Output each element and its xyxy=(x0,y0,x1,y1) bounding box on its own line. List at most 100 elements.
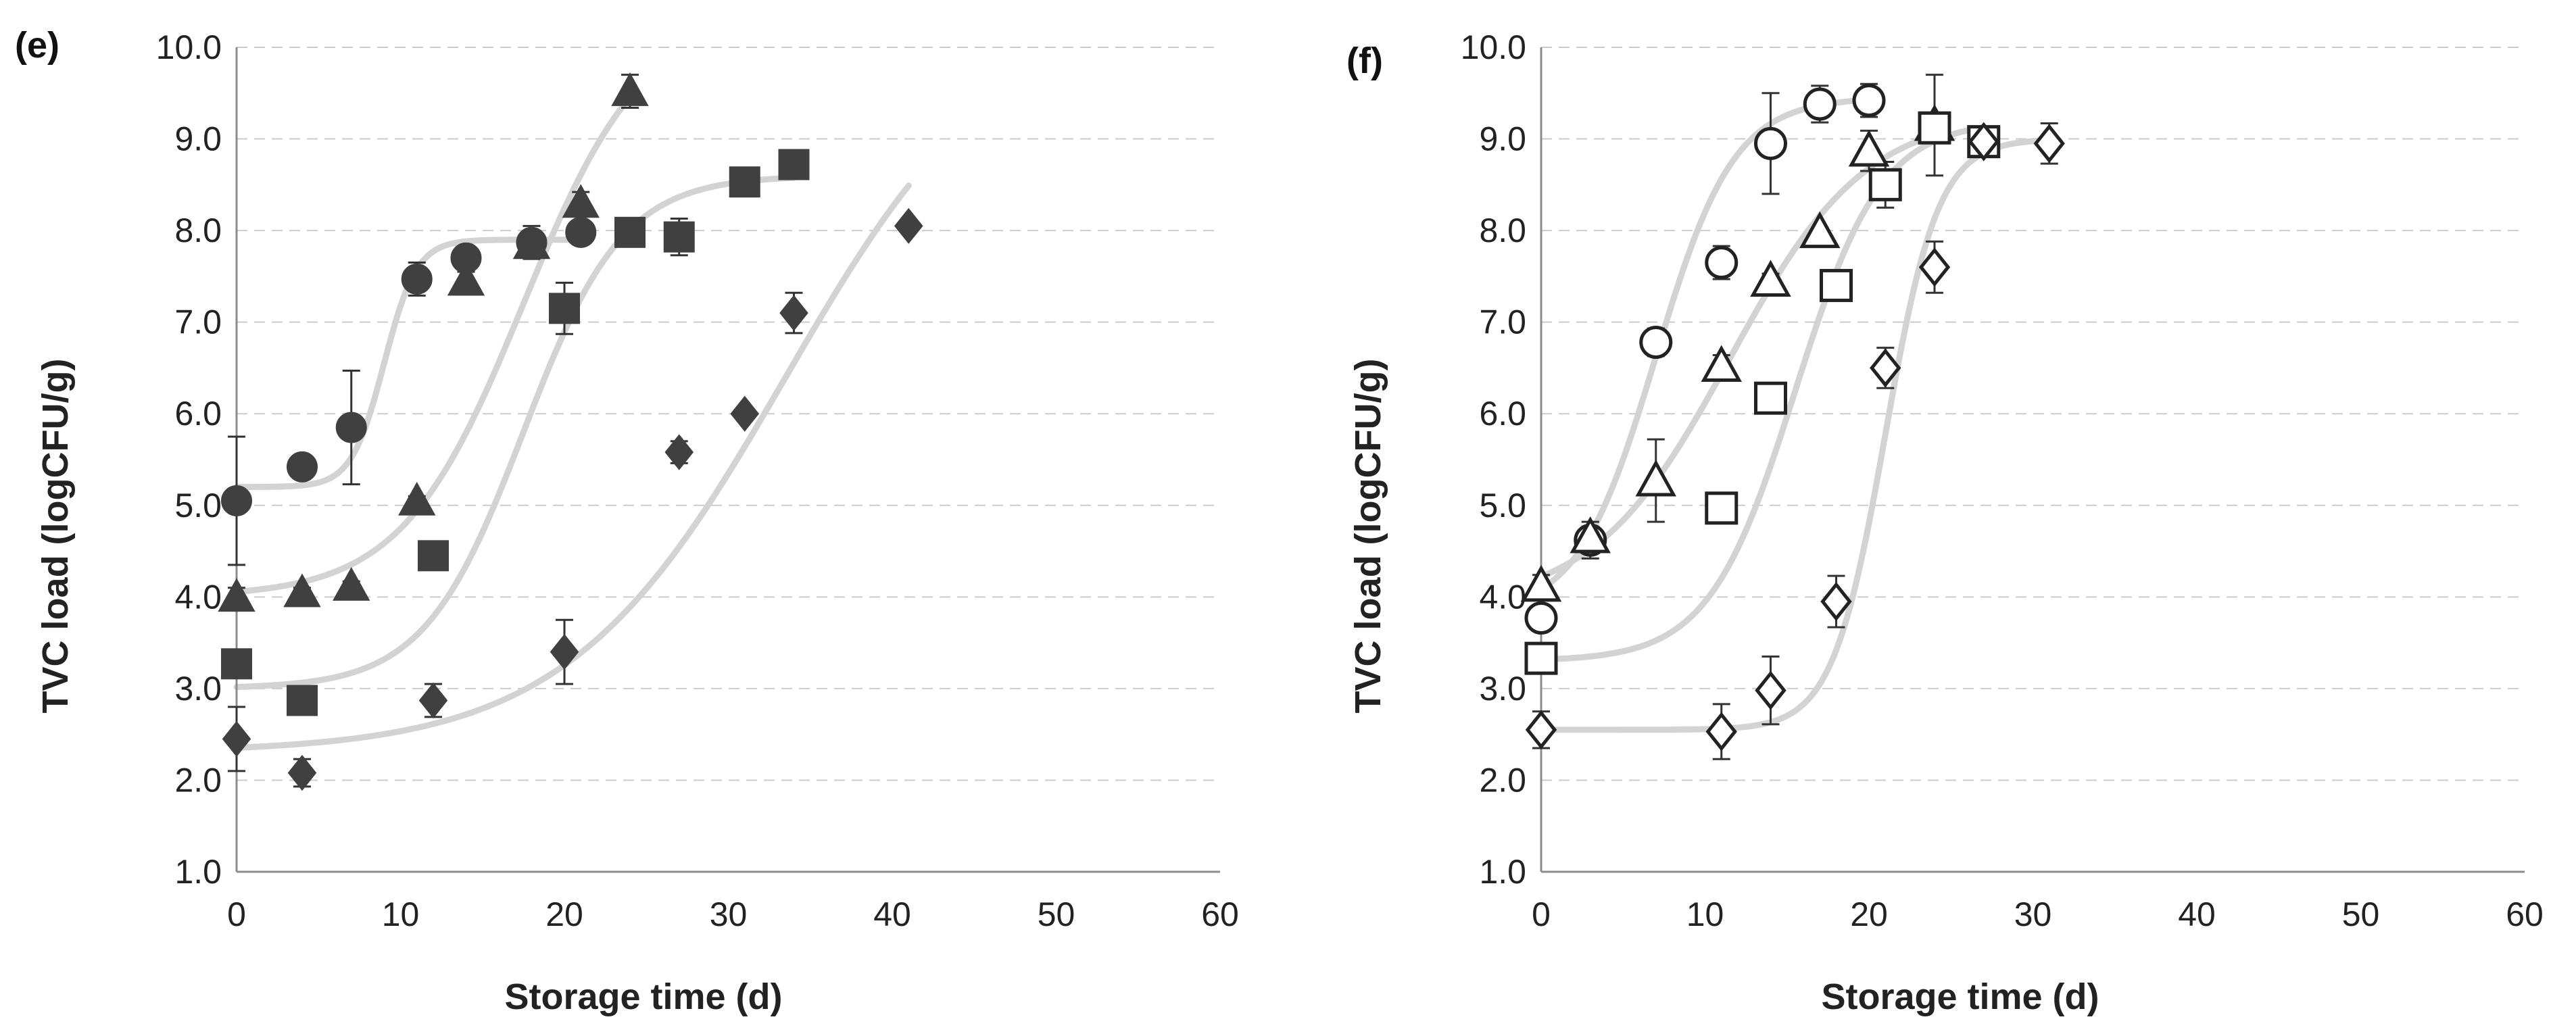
x-tick-label-f-2: 20 xyxy=(1850,895,1888,933)
y-tick-label-f-4: 5.0 xyxy=(1479,487,1526,524)
panel-e-chart: (e) 1.0 2.0 3.0 4.0 5.0 6.0 7.0 8.0 9.0 10.0 0 10 2… xyxy=(15,25,1239,1017)
marker-e-diamond-6 xyxy=(779,295,808,331)
marker-e-diamond-0 xyxy=(222,720,251,758)
fit-curve-f-diamond xyxy=(1538,137,2053,733)
marker-e-triangle-7 xyxy=(611,72,649,106)
x-tick-label-f-6: 60 xyxy=(2506,895,2544,933)
x-tick-label-f-4: 40 xyxy=(2178,895,2216,933)
marker-f-square-3 xyxy=(1820,268,1853,302)
panel-label-e: (e) xyxy=(15,25,59,66)
panel-f-y-axis-title: TVC load (logCFU/g) xyxy=(1348,359,1388,714)
y-tick-label-e-1: 2.0 xyxy=(174,761,222,799)
marker-f-diamond-6 xyxy=(1968,122,1999,162)
x-tick-label-f-3: 30 xyxy=(2014,895,2052,933)
marker-e-square-5 xyxy=(663,221,695,253)
marker-f-diamond-4 xyxy=(1870,348,1901,388)
panel-e-gridlines xyxy=(237,47,1220,781)
y-tick-label-f-0: 1.0 xyxy=(1479,853,1526,891)
x-tick-label-f-0: 0 xyxy=(1532,895,1551,933)
y-tick-label-e-9: 10.0 xyxy=(156,28,222,66)
y-tick-label-e-0: 1.0 xyxy=(174,853,222,891)
marker-f-circle-0 xyxy=(1524,601,1558,635)
marker-e-square-6 xyxy=(729,166,760,198)
fit-curve-e-diamond xyxy=(233,182,912,751)
marker-f-square-4 xyxy=(1868,168,1902,201)
y-tick-label-e-5: 6.0 xyxy=(174,395,222,433)
y-tick-label-e-2: 3.0 xyxy=(174,670,222,708)
y-tick-label-e-7: 8.0 xyxy=(174,212,222,249)
x-tick-label-e-4: 40 xyxy=(873,895,911,933)
y-tick-label-e-6: 7.0 xyxy=(174,303,222,341)
marker-e-square-1 xyxy=(287,685,318,716)
x-tick-label-e-0: 0 xyxy=(227,895,246,933)
marker-e-circle-0 xyxy=(221,485,252,516)
marker-f-triangle-3 xyxy=(1701,345,1742,383)
marker-f-diamond-7 xyxy=(2033,124,2065,164)
marker-e-triangle-5 xyxy=(512,225,551,260)
marker-f-diamond-3 xyxy=(1820,582,1852,622)
marker-e-circle-3 xyxy=(401,263,433,295)
marker-f-circle-2 xyxy=(1639,325,1673,359)
panel-e-y-tick-labels: 1.0 2.0 3.0 4.0 5.0 6.0 7.0 8.0 9.0 10.0 xyxy=(156,28,222,891)
y-tick-label-f-2: 3.0 xyxy=(1479,670,1526,708)
y-tick-label-e-8: 9.0 xyxy=(174,120,222,158)
marker-e-diamond-5 xyxy=(730,395,760,432)
marker-e-triangle-0 xyxy=(218,578,256,612)
x-tick-label-e-2: 20 xyxy=(545,895,583,933)
panel-f-gridlines xyxy=(1541,47,2525,781)
marker-f-circle-4 xyxy=(1754,126,1787,160)
panel-f-x-axis-title: Storage time (d) xyxy=(1821,977,2099,1017)
marker-e-circle-2 xyxy=(335,412,367,443)
marker-f-diamond-2 xyxy=(1755,670,1787,710)
marker-e-diamond-4 xyxy=(664,434,694,470)
panel-e-x-axis-title: Storage time (d) xyxy=(504,977,782,1017)
marker-f-triangle-6 xyxy=(1848,130,1890,167)
fit-curve-e-triangle xyxy=(233,94,633,595)
marker-f-square-1 xyxy=(1705,491,1739,525)
panel-f-chart: (f) 1.0 2.0 3.0 4.0 5.0 6.0 7.0 8.0 9.0 10.0 0 10 2… xyxy=(1346,28,2544,1017)
x-tick-label-f-1: 10 xyxy=(1686,895,1724,933)
marker-e-diamond-2 xyxy=(418,682,448,719)
fit-curve-e-square xyxy=(233,174,797,690)
x-tick-label-e-6: 60 xyxy=(1201,895,1239,933)
panel-e-y-axis-title: TVC load (logCFU/g) xyxy=(35,359,76,714)
marker-f-triangle-5 xyxy=(1799,211,1841,249)
marker-e-square-4 xyxy=(614,216,646,248)
y-tick-label-f-9: 10.0 xyxy=(1461,28,1526,66)
marker-f-square-2 xyxy=(1754,381,1787,415)
marker-e-circle-1 xyxy=(287,451,318,483)
panel-f-axes xyxy=(1540,47,2525,873)
panel-f-x-tick-labels: 0 10 20 30 40 50 60 xyxy=(1532,895,2544,933)
marker-f-triangle-0 xyxy=(1520,564,1562,602)
marker-e-square-7 xyxy=(778,149,810,180)
marker-f-triangle-4 xyxy=(1750,260,1791,297)
marker-e-triangle-4 xyxy=(447,262,485,296)
panel-e-markers xyxy=(218,72,923,791)
y-tick-label-e-3: 4.0 xyxy=(174,578,222,616)
marker-f-triangle-2 xyxy=(1635,460,1676,497)
panel-e-axes xyxy=(235,47,1220,873)
panel-label-f: (f) xyxy=(1346,41,1383,81)
marker-e-triangle-6 xyxy=(562,184,600,218)
marker-e-circle-6 xyxy=(565,216,597,248)
marker-f-circle-5 xyxy=(1803,87,1837,121)
marker-f-square-0 xyxy=(1524,641,1558,675)
marker-f-diamond-0 xyxy=(1525,710,1557,749)
marker-f-triangle-1 xyxy=(1570,516,1611,553)
x-tick-label-e-5: 50 xyxy=(1038,895,1075,933)
y-tick-label-f-1: 2.0 xyxy=(1479,761,1526,799)
x-tick-label-e-1: 10 xyxy=(382,895,420,933)
x-tick-label-f-5: 50 xyxy=(2342,895,2380,933)
panel-f-markers xyxy=(1520,84,2065,751)
marker-e-triangle-3 xyxy=(398,481,436,516)
marker-e-square-2 xyxy=(418,540,449,572)
marker-f-circle-3 xyxy=(1705,246,1739,280)
panel-f-fit-curves xyxy=(1538,97,2053,733)
marker-e-triangle-2 xyxy=(333,567,370,601)
panel-f-y-tick-labels: 1.0 2.0 3.0 4.0 5.0 6.0 7.0 8.0 9.0 10.0 xyxy=(1461,28,1526,891)
y-tick-label-f-8: 9.0 xyxy=(1479,120,1526,158)
marker-f-diamond-1 xyxy=(1705,712,1737,751)
y-tick-label-f-3: 4.0 xyxy=(1479,578,1526,616)
marker-e-square-3 xyxy=(549,293,580,324)
